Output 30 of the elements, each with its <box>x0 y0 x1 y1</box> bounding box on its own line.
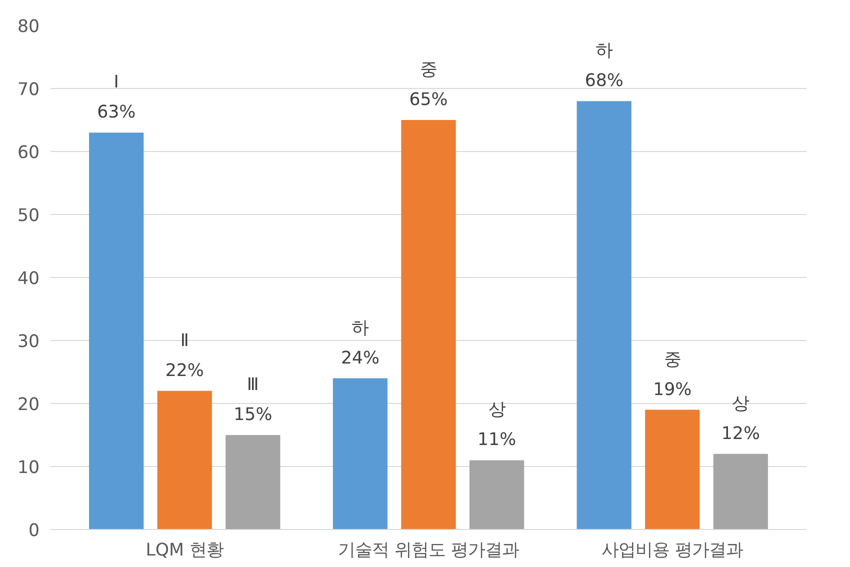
y-tick-label: 70 <box>17 80 40 100</box>
data-label: 중 65% <box>409 60 448 110</box>
data-label: Ⅰ 63% <box>97 72 136 123</box>
y-tick-label: 10 <box>17 458 40 478</box>
data-label: 상 11% <box>478 400 516 450</box>
y-tick-label: 50 <box>17 206 40 226</box>
data-label: 중 19% <box>653 350 692 400</box>
y-tick-label: 0 <box>28 521 40 541</box>
y-tick-label: 80 <box>17 17 40 37</box>
data-label: Ⅱ 22% <box>165 330 204 381</box>
data-label: Ⅲ 15% <box>234 375 272 425</box>
bar <box>469 460 524 530</box>
x-tick-label: LQM 현황 <box>146 540 224 560</box>
bar <box>713 454 768 530</box>
data-label: 하 68% <box>584 41 624 92</box>
data-label: 하 24% <box>340 318 380 368</box>
y-tick-label: 40 <box>17 269 40 289</box>
data-label: 상 12% <box>721 394 760 444</box>
bar <box>157 390 212 530</box>
bar <box>89 132 144 530</box>
bar <box>332 378 388 530</box>
y-tick-label: 60 <box>17 143 40 163</box>
bar <box>401 120 456 530</box>
x-tick-label: 기술적 위험도 평가결과 <box>338 540 520 560</box>
y-tick-label: 30 <box>17 332 40 352</box>
x-tick-label: 사업비용 평가결과 <box>602 540 744 560</box>
bar <box>226 435 280 530</box>
y-tick-label: 20 <box>17 395 40 415</box>
bar <box>576 101 632 530</box>
bar <box>645 410 700 530</box>
